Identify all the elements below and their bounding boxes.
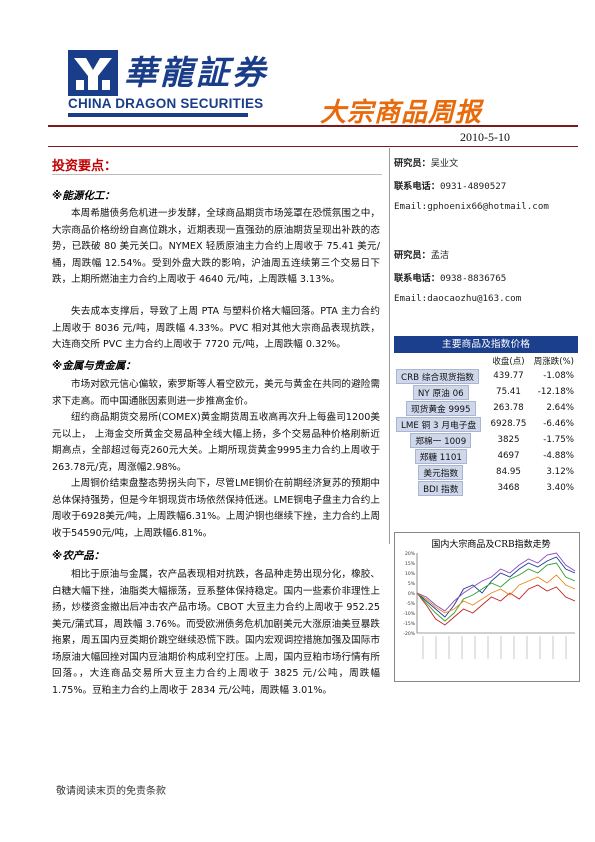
series-line-2	[416, 562, 576, 622]
row-change: 3.12%	[546, 467, 574, 477]
y-tick-label: -20%	[403, 631, 415, 637]
analyst-2: 研究员：孟洁	[394, 250, 450, 261]
row-change: -4.88%	[543, 451, 574, 461]
series-line-0	[416, 556, 576, 618]
table-row: BDI 指数 3468 3.40%	[394, 480, 578, 496]
column-divider	[389, 148, 390, 544]
row-close: 3825	[497, 435, 520, 445]
disclaimer-footer: 敬请阅读末页的免责条款	[56, 786, 166, 797]
date-divider	[48, 146, 578, 147]
energy-paragraph-1: 本周希腊债务危机进一步发酵，全球商品期货市场笼罩在恐慌氛围之中，大宗商品价格纷纷…	[52, 208, 380, 285]
row-label: 美元指数	[418, 464, 464, 480]
table-header-change: 周涨跌(%)	[533, 357, 574, 367]
table-row: 美元指数 84.95 3.12%	[394, 464, 578, 480]
y-tick-label: 10%	[405, 571, 416, 577]
email-2[interactable]: Email:daocaozhu@163.com	[394, 293, 522, 304]
series-line-3	[416, 574, 576, 614]
energy-paragraph-2: 失去成本支撑后，导致了上周 PTA 与塑料价格大幅回落。PTA 主力合约上周收于…	[52, 306, 380, 350]
section-divider	[52, 174, 382, 175]
row-label: BDI 指数	[418, 480, 464, 496]
y-tick-label: 20%	[405, 551, 416, 557]
row-change: 2.64%	[546, 403, 574, 413]
row-label: 郑棉一 1009	[410, 432, 472, 448]
metal-paragraph-2: 纽约商品期货交易所(COMEX)黄金期货周五收高再次升上每盎司1200美元以上，…	[52, 412, 380, 473]
y-tick-label: -15%	[403, 621, 415, 627]
row-close: 4697	[497, 451, 520, 461]
metal-heading: ※金属与贵金属：	[52, 360, 136, 372]
metal-paragraph-3: 上周铜价结束盘整态势拐头向下，尽管LME铜价在前期经济复苏的预期中总体保持强势，…	[52, 478, 380, 539]
price-table: 收盘(点) 周涨跌(%) CRB 综合现货指数 439.77 -1.08% NY…	[394, 354, 578, 496]
logo-english: CHINA DRAGON SECURITIES	[68, 96, 264, 111]
agri-paragraph-1: 相比于原油与金属，农产品表现相对抗跌，各品种走势出现分化，橡胶、白糖大幅下挫，油…	[52, 569, 380, 696]
row-close: 75.41	[496, 387, 521, 397]
header-divider	[48, 125, 578, 127]
logo-mark	[68, 50, 118, 96]
y-tick-label: 5%	[408, 581, 416, 587]
row-close: 6928.75	[490, 419, 527, 429]
table-row: NY 原油 06 75.41 -12.18%	[394, 384, 578, 400]
logo-chinese: 華龍証券	[124, 53, 268, 92]
row-change: -1.08%	[543, 371, 574, 381]
row-close: 84.95	[496, 467, 521, 477]
y-tick-label: 15%	[405, 561, 416, 567]
report-date: 2010-5-10	[460, 130, 510, 144]
table-row: CRB 综合现货指数 439.77 -1.08%	[394, 368, 578, 384]
row-change: 3.40%	[546, 483, 574, 493]
row-close: 439.77	[493, 371, 524, 381]
row-close: 3468	[497, 483, 520, 493]
y-tick-label: 0%	[408, 591, 416, 597]
email-1[interactable]: Email:gphoenix66@hotmail.com	[394, 201, 549, 212]
row-change: -6.46%	[543, 419, 574, 429]
row-close: 263.78	[493, 403, 524, 413]
table-row: LME 铜 3 月电子盘 6928.75 -6.46%	[394, 416, 578, 432]
row-change: -12.18%	[537, 387, 574, 397]
logo-underline	[68, 113, 248, 117]
metal-paragraph-1: 市场对欧元信心偏软，索罗斯等人看空欧元，美元与黄金在共同的避险需求下走高。而中国…	[52, 379, 380, 407]
series-line-4	[416, 552, 576, 612]
trend-chart-svg: 国内大宗商品及CRB指数走势 20% 15% 10% 5% 0% -5% -10% -15% -…	[403, 538, 576, 659]
chart-axes	[416, 553, 575, 634]
table-row: 现货黄金 9995 263.78 2.64%	[394, 400, 578, 416]
y-tick-label: -5%	[406, 601, 415, 607]
row-change: -1.75%	[543, 435, 574, 445]
row-label: NY 原油 06	[412, 384, 469, 400]
trend-chart: 国内大宗商品及CRB指数走势 20% 15% 10% 5% 0% -5% -10% -15% -…	[394, 532, 580, 682]
energy-heading: ※能源化工：	[52, 190, 115, 202]
phone-1: 联系电话：0931-4890527	[394, 181, 507, 192]
phone-2: 联系电话：0938-8836765	[394, 273, 507, 284]
agri-heading: ※农产品：	[52, 550, 105, 562]
row-label: 郑糖 1101	[414, 448, 467, 464]
table-header-close: 收盘(点)	[492, 357, 525, 367]
y-tick-label: -10%	[403, 611, 415, 617]
row-label: CRB 综合现货指数	[396, 368, 479, 384]
row-label: LME 铜 3 月电子盘	[396, 416, 482, 432]
section-title: 投资要点：	[52, 159, 118, 174]
row-label: 现货黄金 9995	[405, 400, 476, 416]
series-line-1	[416, 584, 576, 626]
table-row: 郑糖 1101 4697 -4.88%	[394, 448, 578, 464]
table-row: 郑棉一 1009 3825 -1.75%	[394, 432, 578, 448]
chart-title: 国内大宗商品及CRB指数走势	[431, 538, 550, 550]
table-header-name	[394, 354, 488, 368]
price-table-title: 主要商品及指数价格	[394, 336, 578, 353]
analyst-1: 研究员：吴业文	[394, 158, 459, 169]
report-title: 大宗商品周报	[320, 98, 483, 128]
